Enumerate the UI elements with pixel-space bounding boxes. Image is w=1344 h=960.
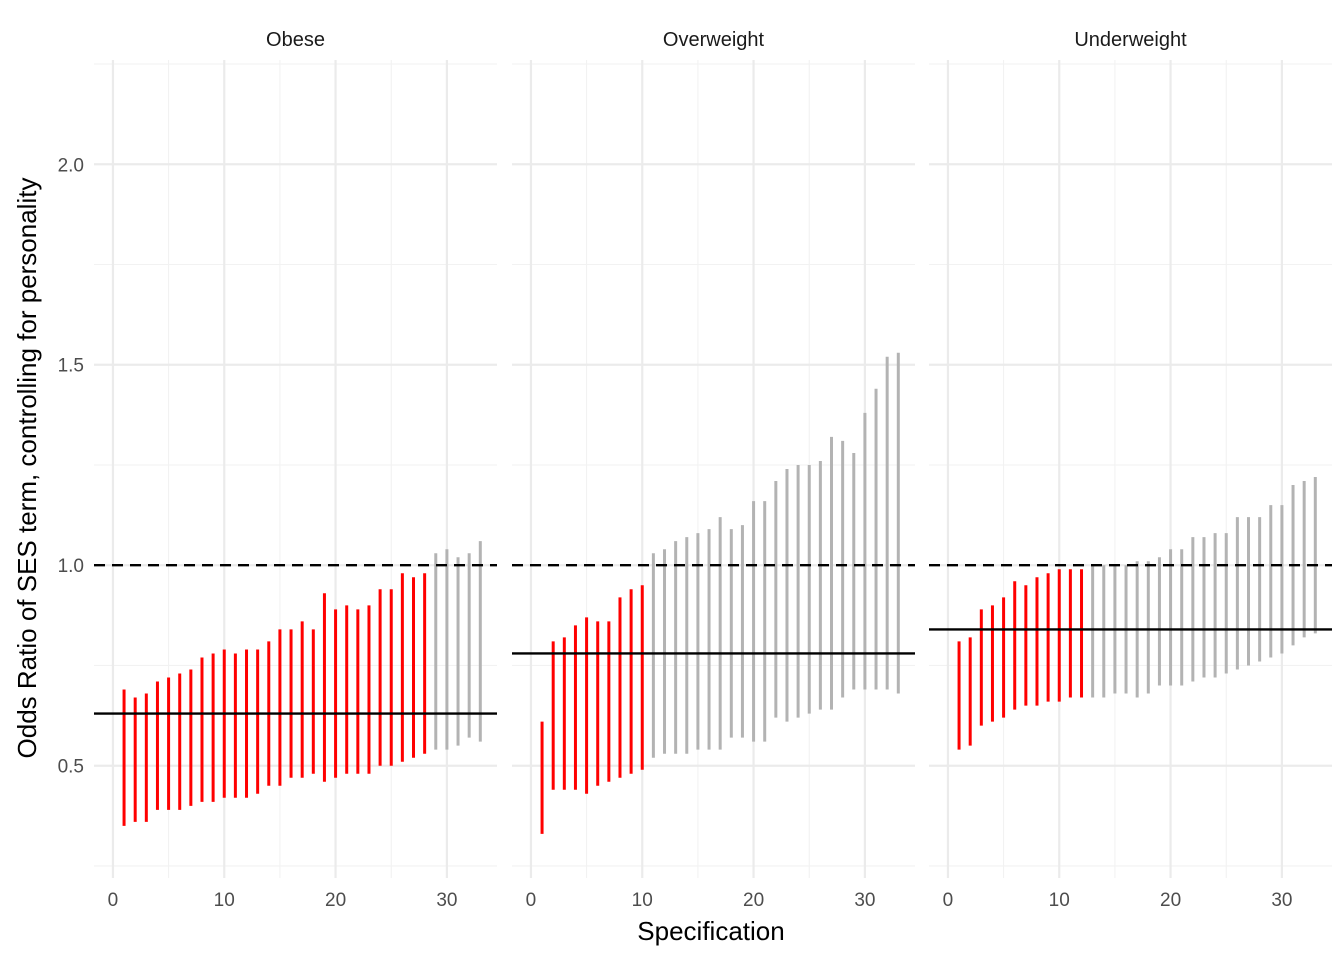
x-tick-label: 30 bbox=[436, 890, 457, 911]
grid bbox=[94, 60, 497, 878]
x-tick-label: 20 bbox=[1160, 890, 1181, 911]
x-tick-label: 30 bbox=[1271, 890, 1292, 911]
error-bars bbox=[122, 541, 482, 826]
x-tick-label: 20 bbox=[325, 890, 346, 911]
y-tick-label: 1.5 bbox=[58, 356, 84, 377]
y-axis: 0.5 1.0 1.5 2.0 bbox=[58, 155, 84, 777]
facet-panel-overweight: Overweight 0 10 20 30 bbox=[512, 29, 915, 911]
facet-title: Obese bbox=[266, 29, 325, 51]
facet-title: Overweight bbox=[663, 29, 765, 51]
grid bbox=[929, 60, 1332, 878]
x-tick-label: 10 bbox=[1049, 890, 1070, 911]
facet-panel-underweight: Underweight 0 10 20 30 bbox=[929, 29, 1332, 911]
y-tick-label: 2.0 bbox=[58, 155, 84, 176]
x-tick-label: 10 bbox=[632, 890, 653, 911]
x-tick-label: 10 bbox=[214, 890, 235, 911]
x-axis-title: Specification bbox=[637, 916, 784, 946]
y-axis-title: Odds Ratio of SES term, controlling for … bbox=[12, 178, 42, 759]
facet-panel-obese: Obese 0 10 20 30 bbox=[94, 29, 497, 911]
error-bars bbox=[540, 352, 900, 834]
x-tick-label: 20 bbox=[743, 890, 764, 911]
x-tick-label: 0 bbox=[108, 890, 119, 911]
error-bars bbox=[957, 477, 1317, 750]
y-tick-label: 1.0 bbox=[58, 556, 84, 577]
x-tick-label: 30 bbox=[854, 890, 875, 911]
x-tick-label: 0 bbox=[526, 890, 537, 911]
y-tick-label: 0.5 bbox=[58, 757, 84, 778]
x-tick-label: 0 bbox=[943, 890, 954, 911]
facet-title: Underweight bbox=[1074, 29, 1187, 51]
